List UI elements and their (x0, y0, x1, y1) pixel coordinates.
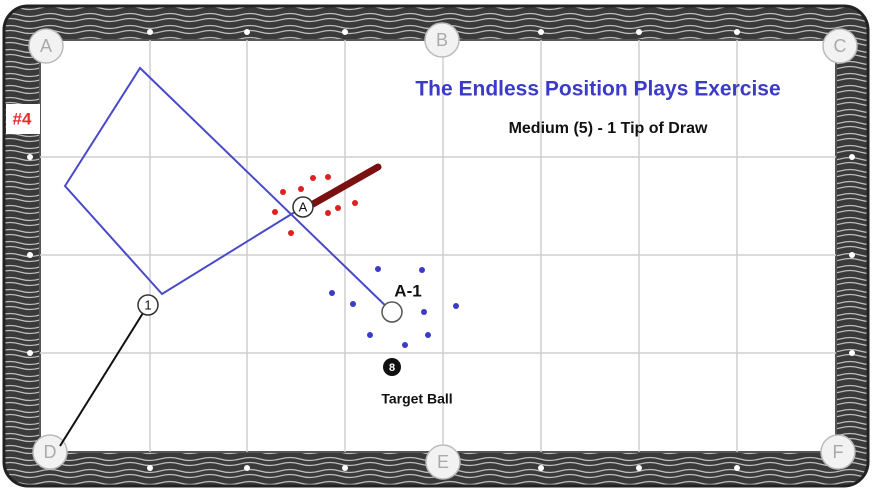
target-label: Target Ball (381, 391, 452, 407)
blue-dots (329, 266, 459, 348)
red-dots (272, 174, 358, 236)
felt (39, 39, 837, 453)
position-ball (381, 301, 403, 323)
eight-ball-label: 8 (389, 362, 395, 374)
grid (40, 40, 836, 452)
cue-ball-label: A (299, 199, 308, 214)
cue-path (63, 66, 393, 313)
exercise-number: #4 (13, 109, 32, 128)
pockets (28, 22, 858, 480)
pocket-label: C (834, 36, 847, 56)
position-label: A-1 (394, 281, 421, 300)
pocket-label: A (40, 36, 52, 56)
object-ball-label: 1 (144, 297, 151, 312)
subtitle: Medium (5) - 1 Tip of Draw (509, 120, 708, 137)
cue-stick (309, 163, 382, 208)
pocket-label: F (833, 442, 844, 462)
title: The Endless Position Plays Exercise (415, 78, 780, 101)
cue-ball (292, 196, 314, 218)
pocket-label: B (436, 30, 448, 50)
diamonds (27, 29, 855, 471)
eight-ball (383, 358, 401, 376)
pocket-label: E (437, 452, 449, 472)
object-ball (137, 294, 159, 316)
number-box (6, 104, 40, 134)
pocket-label: D (44, 442, 57, 462)
object-path (59, 304, 149, 447)
